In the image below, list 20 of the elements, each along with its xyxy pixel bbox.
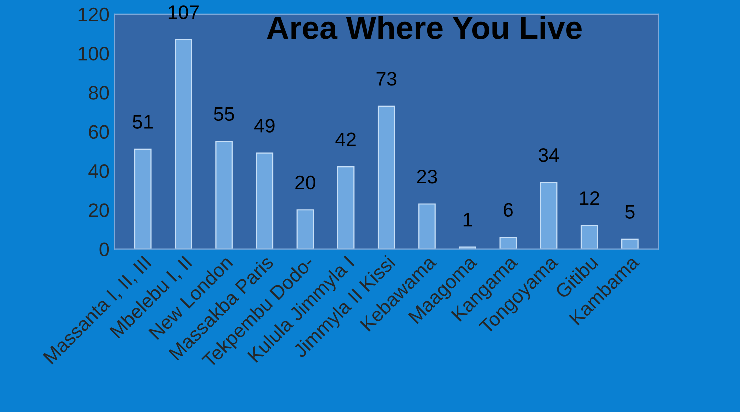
data-label: 5 bbox=[626, 205, 635, 219]
y-tick-label: 60 bbox=[89, 125, 110, 140]
data-label: 73 bbox=[376, 72, 397, 86]
y-tick-label: 40 bbox=[88, 164, 110, 178]
y-tick-label: 0 bbox=[100, 242, 110, 256]
chart-title: Area Where You Live bbox=[267, 16, 582, 40]
data-label: 20 bbox=[296, 176, 316, 190]
y-tick-label: 100 bbox=[78, 47, 110, 61]
y-tick-label: 120 bbox=[78, 8, 110, 22]
data-label: 42 bbox=[336, 132, 356, 146]
data-label: 23 bbox=[417, 170, 438, 184]
data-label: 1 bbox=[464, 213, 472, 227]
data-label: 55 bbox=[214, 108, 234, 122]
y-tick-label: 20 bbox=[89, 204, 110, 218]
data-label: 34 bbox=[538, 148, 560, 162]
data-label: 6 bbox=[504, 203, 513, 218]
y-tick-label: 80 bbox=[89, 86, 110, 100]
data-label: 49 bbox=[254, 119, 275, 133]
data-label: 12 bbox=[580, 191, 600, 206]
data-label: 51 bbox=[133, 115, 153, 129]
